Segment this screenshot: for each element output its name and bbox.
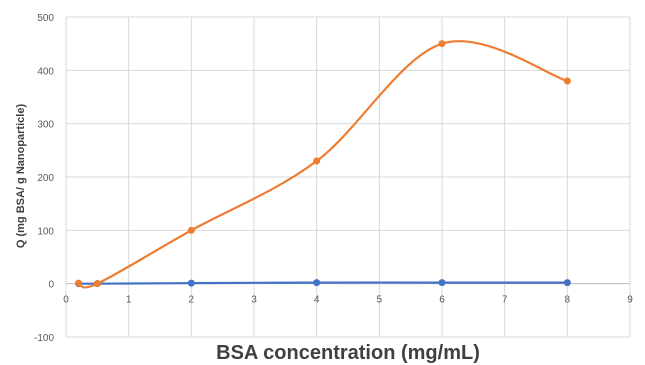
x-tick-labels: 0 1 2 3 4 5 6 7 8 9: [63, 295, 633, 306]
y-tick-label: 100: [37, 226, 54, 237]
y-tick-label: -100: [34, 333, 54, 344]
y-tick-label: 200: [37, 173, 54, 184]
data-point: [93, 280, 101, 288]
data-point: [563, 279, 571, 287]
x-tick-label: 8: [565, 295, 571, 306]
series-2: [75, 40, 571, 289]
data-point: [75, 279, 83, 287]
x-tick-label: 0: [63, 295, 69, 306]
y-tick-label: 0: [48, 280, 54, 291]
data-point: [563, 77, 571, 85]
data-point: [187, 279, 195, 287]
y-tick-label: 300: [37, 120, 54, 131]
data-point: [313, 157, 321, 165]
x-tick-label: 7: [502, 295, 508, 306]
x-tick-label: 6: [439, 295, 445, 306]
x-tick-label: 3: [251, 295, 257, 306]
x-tick-label: 2: [189, 295, 195, 306]
series-1: [75, 279, 571, 288]
data-point: [438, 279, 446, 287]
data-point: [313, 279, 321, 287]
y-tick-label: 400: [37, 66, 54, 77]
x-axis-label: BSA concentration (mg/mL): [216, 342, 480, 364]
data-point: [438, 40, 446, 48]
series-line: [78, 281, 568, 285]
x-tick-label: 1: [126, 295, 132, 306]
x-tick-label: 9: [627, 295, 633, 306]
series-layer: [75, 40, 571, 289]
x-tick-label: 4: [314, 295, 320, 306]
y-axis-label: Q (mg BSA/ g Nanoparticle): [15, 104, 27, 249]
x-tick-label: 5: [377, 295, 383, 306]
series-line: [78, 40, 568, 289]
data-point: [187, 226, 195, 234]
gridlines: [65, 16, 631, 338]
y-tick-label: 500: [37, 13, 54, 24]
y-tick-labels: -100 0 100 200 300 400 500: [34, 13, 54, 344]
